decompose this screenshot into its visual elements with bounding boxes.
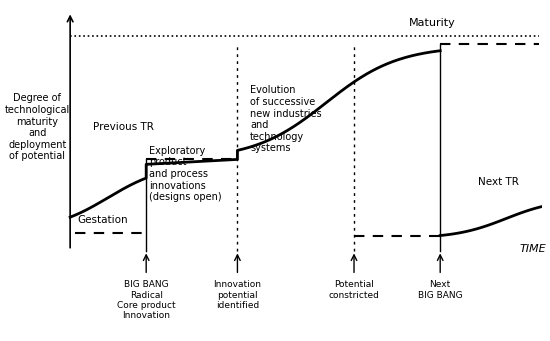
Text: Degree of
technological
maturity
and
deployment
of potential: Degree of technological maturity and dep… — [4, 93, 70, 161]
Text: Innovation
potential
identified: Innovation potential identified — [213, 280, 261, 310]
Text: Maturity: Maturity — [409, 18, 456, 28]
Text: BIG BANG
Radical
Core product
Innovation: BIG BANG Radical Core product Innovation — [117, 280, 175, 320]
Text: Next
BIG BANG: Next BIG BANG — [418, 280, 463, 299]
Text: Exploratory
product
and process
innovations
(designs open): Exploratory product and process innovati… — [148, 146, 221, 202]
Text: Potential
constricted: Potential constricted — [328, 280, 379, 299]
Text: TIME: TIME — [520, 244, 547, 254]
Text: Next TR: Next TR — [478, 177, 519, 187]
Text: Evolution
of successive
new industries
and
technology
systems: Evolution of successive new industries a… — [250, 86, 322, 153]
Text: Gestation: Gestation — [78, 215, 128, 225]
Text: Previous TR: Previous TR — [93, 122, 154, 132]
